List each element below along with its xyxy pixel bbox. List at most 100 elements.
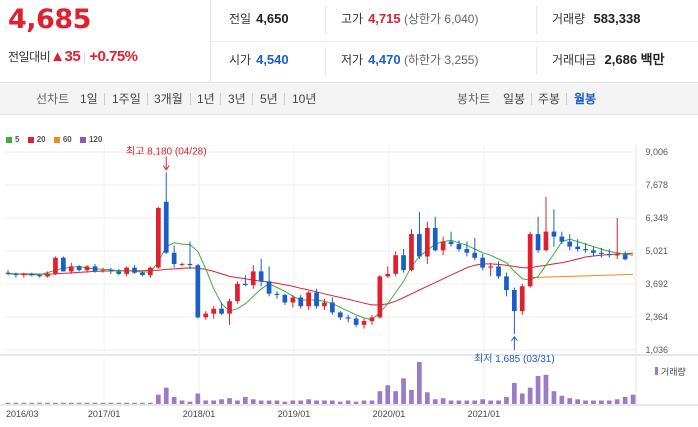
volume-bar xyxy=(353,401,359,404)
upper-limit: (상한가 6,040) xyxy=(403,12,479,26)
volume-bar xyxy=(37,402,42,404)
candle-body xyxy=(551,231,557,237)
volume-bar xyxy=(432,399,438,404)
volume-bar xyxy=(163,387,169,404)
candle-body xyxy=(92,266,98,272)
volume-bar xyxy=(84,402,90,404)
period-1d[interactable]: 1일 xyxy=(80,92,98,106)
volume-bar xyxy=(282,401,288,404)
volume-bar xyxy=(567,398,573,404)
candle-body xyxy=(496,266,501,277)
candle-body xyxy=(140,272,145,276)
volume-bar xyxy=(250,399,256,404)
y-tick-label: 3,692 xyxy=(645,279,668,289)
candle-weekly[interactable]: 주봉 xyxy=(538,92,561,106)
candle-monthly[interactable]: 월봉 xyxy=(574,92,597,106)
y-tick-label: 5,021 xyxy=(645,246,668,256)
volume-bar xyxy=(290,400,296,404)
volume-bar xyxy=(108,402,114,404)
prev-close-label: 전일 xyxy=(229,12,252,26)
candle-body xyxy=(622,254,628,260)
low-label: 저가 xyxy=(341,53,364,67)
candle-chart-label[interactable]: 봉차트 xyxy=(457,92,491,106)
candle-body xyxy=(337,312,343,318)
volume-bar xyxy=(243,397,248,404)
ma60-line xyxy=(530,273,634,279)
candle-body xyxy=(599,252,604,254)
volume-bar xyxy=(488,400,493,404)
low-annotation: 최저 1,685 (03/31) xyxy=(474,353,555,365)
candle-body xyxy=(425,227,430,257)
candle-body xyxy=(456,244,462,250)
period-1w[interactable]: 1주일 xyxy=(112,92,141,106)
candle-body xyxy=(195,265,201,318)
quote-grid: 전일 4,650 고가 4,715 (상한가 6,040) 거래량 583,338 … xyxy=(211,0,698,82)
volume-bar xyxy=(148,402,153,404)
x-tick-label: 2017/01 xyxy=(88,409,121,419)
y-tick-label: 7,678 xyxy=(645,180,668,190)
candle-body xyxy=(606,254,612,256)
volume-bar xyxy=(440,398,446,404)
candle-body xyxy=(306,292,311,307)
volume-bar xyxy=(171,397,177,404)
volume-bar xyxy=(614,399,620,404)
volume-bar xyxy=(203,400,209,404)
candle-body xyxy=(440,241,446,251)
candle-body xyxy=(219,308,224,314)
quote-panel: 4,685 전일대비▲35 +0.75% 전일 4,650 고가 4,715 (상한가… xyxy=(0,0,698,83)
candle-body xyxy=(432,227,438,251)
volume-bar xyxy=(76,402,82,404)
candle-body xyxy=(274,293,280,295)
volume-bar xyxy=(13,402,19,404)
volume-bar xyxy=(92,402,98,404)
volume-bar xyxy=(622,397,628,404)
candle-body xyxy=(61,257,66,272)
open-label: 시가 xyxy=(229,53,252,67)
lower-limit: (하한가 3,255) xyxy=(403,53,479,67)
candle-body xyxy=(527,234,533,287)
period-3y[interactable]: 3년 xyxy=(228,92,246,106)
candle-body xyxy=(591,250,596,253)
volume-bar xyxy=(21,402,27,404)
x-tick-label: 2016/03 xyxy=(6,409,39,419)
candle-body xyxy=(472,252,478,258)
volume-bar xyxy=(258,400,264,404)
line-chart-label[interactable]: 선차트 xyxy=(36,92,70,106)
open-value: 4,540 xyxy=(256,52,289,67)
period-1y[interactable]: 1년 xyxy=(197,92,215,106)
legend-ma120: 120 xyxy=(79,135,102,144)
candle-body xyxy=(5,272,11,274)
candle-body xyxy=(29,273,35,276)
candle-body xyxy=(543,231,549,251)
candle-body xyxy=(361,321,367,325)
candle-body xyxy=(314,292,319,307)
candle-body xyxy=(68,266,74,272)
volume-legend-label: 거래량 xyxy=(661,366,686,377)
candle-body xyxy=(266,281,272,294)
candle-body xyxy=(512,290,517,312)
period-3m[interactable]: 3개월 xyxy=(154,92,183,106)
volume-bar xyxy=(345,400,351,404)
candle-body xyxy=(353,318,359,325)
candle-body xyxy=(417,234,422,257)
y-tick-label: 2,364 xyxy=(645,312,668,322)
candle-body xyxy=(13,273,19,276)
volume-legend-swatch xyxy=(655,367,658,375)
volume-bar xyxy=(132,402,137,404)
candle-body xyxy=(211,308,216,314)
candle-body xyxy=(583,249,588,251)
volume-bar xyxy=(559,395,565,404)
period-10y[interactable]: 10년 xyxy=(292,92,317,106)
period-5y[interactable]: 5년 xyxy=(260,92,278,106)
candle-daily[interactable]: 일봉 xyxy=(503,92,526,106)
candle-body xyxy=(567,241,573,247)
volume-bar xyxy=(100,402,106,404)
candle-body xyxy=(235,283,240,302)
candle-body xyxy=(124,267,129,274)
volume-bar xyxy=(575,399,580,404)
x-tick-label: 2020/01 xyxy=(373,409,406,419)
amount-label: 거래대금 xyxy=(552,53,597,67)
ma20-line xyxy=(8,252,634,306)
candle-body xyxy=(464,249,470,253)
candle-body xyxy=(480,257,485,268)
